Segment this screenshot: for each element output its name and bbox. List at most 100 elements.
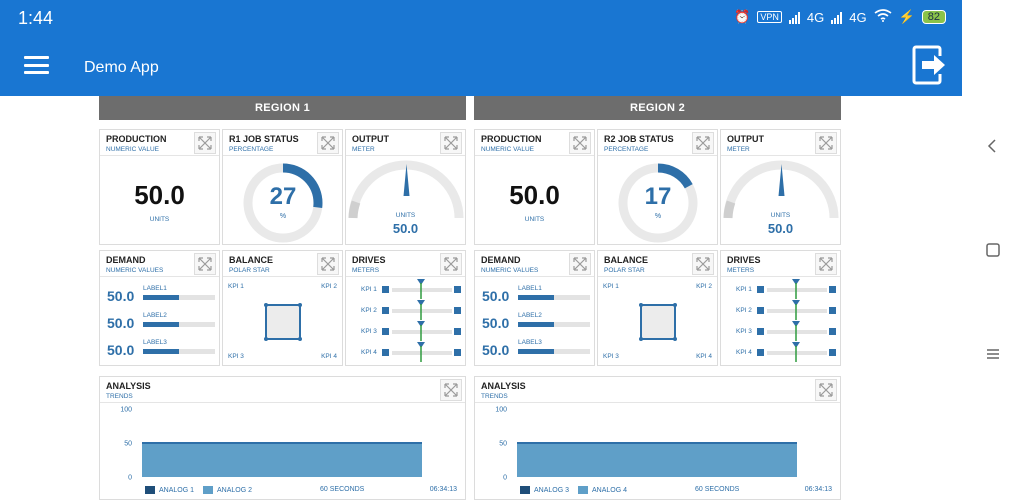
time-window: 60 SECONDS <box>320 486 365 493</box>
demand-label: LABEL2 <box>518 312 542 319</box>
expand-icon[interactable] <box>194 132 216 154</box>
drive-marker <box>417 342 425 362</box>
network-type-1: 4G <box>806 9 825 25</box>
percentage-ring: 27 % <box>241 161 325 250</box>
y-tick-label: 0 <box>128 475 132 482</box>
polar-star-chart <box>639 303 677 341</box>
drive-marker <box>417 279 425 299</box>
analysis-tile: ANALYSIS TRENDS 100 50 0 ANALOG 1 ANALOG 2… <box>99 376 466 500</box>
tile-title: BALANCE <box>229 255 273 265</box>
demand-bar <box>143 295 179 300</box>
expand-icon[interactable] <box>815 379 837 401</box>
drive-meter: KPI 4 <box>721 342 841 362</box>
recents-icon[interactable] <box>984 345 1002 363</box>
expand-icon[interactable] <box>569 132 591 154</box>
legend-item: ANALOG 1 <box>145 486 194 494</box>
output-value: 50.0 <box>767 221 794 236</box>
expand-icon[interactable] <box>815 132 837 154</box>
drive-marker <box>792 279 800 299</box>
tile-subtitle: NUMERIC VALUES <box>106 267 164 274</box>
tile-subtitle: METER <box>727 146 750 153</box>
drive-marker <box>792 342 800 362</box>
demand-value: 50.0 <box>107 315 135 331</box>
y-tick-label: 0 <box>503 475 507 482</box>
tile-title: OUTPUT <box>352 134 389 144</box>
drive-meter: KPI 4 <box>346 342 466 362</box>
output-tile: OUTPUT METER UNITS 50.0 <box>345 129 466 245</box>
polar-star-chart <box>264 303 302 341</box>
y-tick-label: 50 <box>499 441 507 448</box>
kpi-label: KPI 4 <box>696 353 712 360</box>
battery-icon: 82 <box>921 10 946 24</box>
tile-subtitle: METER <box>352 146 375 153</box>
drive-meter: KPI 3 <box>346 321 466 341</box>
drives-tile: DRIVES METERS KPI 1 KPI 2 KPI 3 KPI 4 <box>720 250 841 366</box>
production-tile: PRODUCTION NUMERIC VALUE 50.0 UNITS <box>474 129 595 245</box>
drive-meter: KPI 1 <box>721 279 841 299</box>
production-value: 50.0 <box>134 180 185 210</box>
expand-icon[interactable] <box>569 253 591 275</box>
demand-tile: DEMAND NUMERIC VALUES 50.0 LABEL1 50.0 L… <box>99 250 220 366</box>
drive-label: KPI 1 <box>361 286 377 293</box>
legend-label: ANALOG 2 <box>217 486 253 494</box>
demand-label: LABEL1 <box>143 285 167 292</box>
demand-tile: DEMAND NUMERIC VALUES 50.0 LABEL1 50.0 L… <box>474 250 595 366</box>
kpi-label: KPI 1 <box>603 283 619 290</box>
percentage-ring: 17 % <box>616 161 700 250</box>
network-type-2: 4G <box>849 9 867 25</box>
demand-value: 50.0 <box>107 342 135 358</box>
output-value: 50.0 <box>392 221 419 236</box>
tile-subtitle: NUMERIC VALUES <box>481 267 539 274</box>
tile-title: DEMAND <box>481 255 521 265</box>
expand-icon[interactable] <box>692 253 714 275</box>
exit-icon[interactable] <box>912 44 948 86</box>
tile-title: ANALYSIS <box>106 381 151 391</box>
drive-meter: KPI 2 <box>721 300 841 320</box>
kpi-label: KPI 2 <box>321 283 337 290</box>
back-icon[interactable] <box>984 137 1002 155</box>
meter-gauge <box>723 160 839 219</box>
expand-icon[interactable] <box>440 253 462 275</box>
status-icons: ⏰ VPN 4G 4G ⚡ 82 <box>734 9 946 25</box>
demand-label: LABEL2 <box>143 312 167 319</box>
expand-icon[interactable] <box>440 379 462 401</box>
tile-title: BALANCE <box>604 255 648 265</box>
region-header: REGION 2 <box>474 96 841 120</box>
tile-subtitle: TRENDS <box>481 393 508 400</box>
tile-subtitle: PERCENTAGE <box>604 146 649 153</box>
time-window: 60 SECONDS <box>695 486 740 493</box>
y-tick-label: 100 <box>120 407 132 414</box>
balance-tile: BALANCE POLAR STAR KPI 1 KPI 2 KPI 3 KPI… <box>597 250 718 366</box>
expand-icon[interactable] <box>440 132 462 154</box>
legend-item: ANALOG 3 <box>520 486 569 494</box>
demand-bar <box>518 349 554 354</box>
status-bar: 1:44 ⏰ VPN 4G 4G ⚡ 82 <box>0 0 962 36</box>
expand-icon[interactable] <box>815 253 837 275</box>
region-1: REGION 1 PRODUCTION NUMERIC VALUE 50.0 U… <box>99 96 466 500</box>
tile-subtitle: NUMERIC VALUE <box>481 146 534 153</box>
kpi-label: KPI 2 <box>696 283 712 290</box>
expand-icon[interactable] <box>317 253 339 275</box>
tile-subtitle: POLAR STAR <box>229 267 270 274</box>
hamburger-icon[interactable] <box>24 56 49 74</box>
percentage-arc <box>243 163 323 243</box>
charging-icon: ⚡ <box>898 9 915 24</box>
drive-label: KPI 4 <box>736 349 752 356</box>
kpi-label: KPI 1 <box>228 283 244 290</box>
expand-icon[interactable] <box>194 253 216 275</box>
demand-bar <box>518 322 554 327</box>
app-bar: Demo App <box>0 36 962 96</box>
signal-icon-2 <box>831 11 843 24</box>
job-status-tile: R1 JOB STATUS PERCENTAGE 27 % <box>222 129 343 245</box>
alarm-icon: ⏰ <box>734 9 751 24</box>
legend-item: ANALOG 4 <box>578 486 627 494</box>
expand-icon[interactable] <box>692 132 714 154</box>
production-tile: PRODUCTION NUMERIC VALUE 50.0 UNITS <box>99 129 220 245</box>
trend-chart: 100 50 0 <box>120 407 422 482</box>
expand-icon[interactable] <box>317 132 339 154</box>
time-stamp: 06:34:13 <box>804 486 832 493</box>
kpi-label: KPI 3 <box>228 353 244 360</box>
legend-label: ANALOG 1 <box>159 486 195 494</box>
home-icon[interactable] <box>984 241 1002 259</box>
y-tick-label: 50 <box>124 441 132 448</box>
